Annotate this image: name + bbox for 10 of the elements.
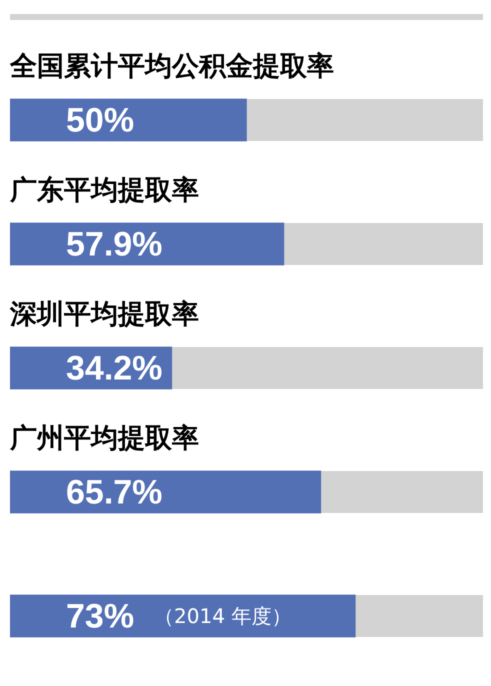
data-label: 50% xyxy=(66,101,134,140)
data-label: 65.7% xyxy=(66,473,162,512)
data-label: 34.2% xyxy=(66,349,162,388)
annotation: （2014 年度） xyxy=(154,604,292,628)
data-label: 57.9% xyxy=(66,225,162,264)
y-tick-label: 深圳平均提取率 xyxy=(9,299,199,330)
y-tick-label: 广东平均提取率 xyxy=(9,175,199,206)
y-tick-label: 广州平均提取率 xyxy=(9,423,199,454)
data-label: 73% xyxy=(66,597,134,636)
y-tick-label: 全国累计平均公积金提取率 xyxy=(9,51,334,82)
